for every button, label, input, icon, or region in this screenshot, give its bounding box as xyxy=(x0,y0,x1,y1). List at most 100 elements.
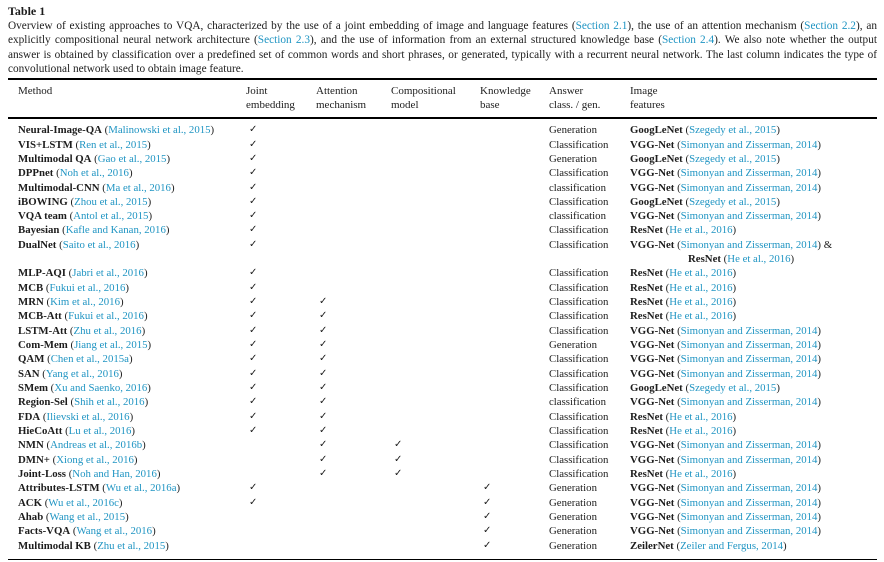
check-icon: ✓ xyxy=(249,367,258,379)
citation-link[interactable]: Ilievski et al., 2016 xyxy=(46,410,130,423)
feature-line: VGG-Net (Simonyan and Zisserman, 2014) xyxy=(630,439,822,452)
citation-link[interactable]: Simonyan and Zisserman, 2014 xyxy=(680,439,818,452)
citation-link[interactable]: Zhu et al., 2015 xyxy=(97,539,166,552)
citation-link[interactable]: He et al., 2016 xyxy=(669,425,733,438)
citation-link[interactable]: Szegedy et al., 2015 xyxy=(689,382,777,395)
method-name: Com-Mem xyxy=(18,339,68,352)
citation-link[interactable]: Gao et al., 2015 xyxy=(97,152,167,165)
table-body: Neural-Image-QA (Malinowski et al., 2015… xyxy=(8,119,877,561)
citation-link[interactable]: Wang et al., 2015 xyxy=(49,511,126,524)
citation-link[interactable]: Ma et al., 2016 xyxy=(105,181,171,194)
citation-link[interactable]: Andreas et al., 2016b xyxy=(50,439,143,452)
image-features-cell: GoogLeNet (Szegedy et al., 2015) xyxy=(630,123,877,137)
method-name: MCB xyxy=(18,281,44,294)
col-header-attention: Attention mechanism xyxy=(316,85,367,111)
method-name: Attributes-LSTM xyxy=(18,482,100,495)
citation-link[interactable]: Simonyan and Zisserman, 2014 xyxy=(680,238,818,251)
citation-link[interactable]: Kim et al., 2016 xyxy=(50,296,120,309)
section-link[interactable]: Section 2.4 xyxy=(661,34,715,47)
citation-link[interactable]: Shih et al., 2016 xyxy=(74,396,145,409)
table-row: FDA (Ilievski et al., 2016) ✓ ✓ Classificat… xyxy=(8,410,877,424)
citation-link[interactable]: Simonyan and Zisserman, 2014 xyxy=(680,496,818,509)
citation-link[interactable]: Noh and Han, 2016 xyxy=(72,468,157,481)
method-cell: NMN (Andreas et al., 2016b) xyxy=(18,439,146,452)
citation-link[interactable]: Chen et al., 2015a xyxy=(50,353,129,366)
citation-link[interactable]: He et al., 2016 xyxy=(669,310,733,323)
check-icon: ✓ xyxy=(249,167,258,179)
citation-link[interactable]: He et al., 2016 xyxy=(669,468,733,481)
section-link[interactable]: Section 2.2 xyxy=(804,20,856,32)
check-cell-empty xyxy=(480,467,549,481)
citation-link[interactable]: Jabri et al., 2016 xyxy=(72,267,144,280)
image-features-cell: GoogLeNet (Szegedy et al., 2015) xyxy=(630,152,877,166)
check-icon: ✓ xyxy=(249,496,258,508)
check-icon: ✓ xyxy=(483,511,492,523)
citation-link[interactable]: Lu et al., 2016 xyxy=(68,425,132,438)
citation-link[interactable]: He et al., 2016 xyxy=(669,281,733,294)
check-cell-empty xyxy=(480,281,549,295)
citation-link[interactable]: Simonyan and Zisserman, 2014 xyxy=(680,396,818,409)
check-cell-empty xyxy=(480,367,549,381)
citation-link[interactable]: Szegedy et al., 2015 xyxy=(689,195,777,208)
citation-link[interactable]: Saito et al., 2016 xyxy=(62,238,136,251)
citation-link[interactable]: Fukui et al., 2016 xyxy=(49,281,126,294)
citation-link[interactable]: Fukui et al., 2016 xyxy=(68,310,144,323)
check-cell-empty xyxy=(391,424,480,438)
citation-link[interactable]: He et al., 2016 xyxy=(669,267,733,280)
citation-link[interactable]: Jiang et al., 2015 xyxy=(74,339,148,352)
citation-link[interactable]: He et al., 2016 xyxy=(669,224,733,237)
citation-link[interactable]: He et al., 2016 xyxy=(727,253,791,266)
feature-net-name: ZeilerNet xyxy=(630,539,674,552)
answer-cell: classification xyxy=(549,181,606,194)
citation-link[interactable]: Simonyan and Zisserman, 2014 xyxy=(680,353,818,366)
citation-link[interactable]: Simonyan and Zisserman, 2014 xyxy=(680,167,818,180)
check-cell-empty xyxy=(391,266,480,280)
feature-line: VGG-Net (Simonyan and Zisserman, 2014) xyxy=(630,453,822,466)
citation-link[interactable]: Wang et al., 2016 xyxy=(76,525,153,538)
citation-link[interactable]: Simonyan and Zisserman, 2014 xyxy=(680,339,818,352)
citation-link[interactable]: Yang et al., 2016 xyxy=(45,367,119,380)
check-cell-empty xyxy=(480,238,549,267)
check-cell-empty xyxy=(316,152,391,166)
method-cell: QAM (Chen et al., 2015a) xyxy=(18,353,133,366)
citation-link[interactable]: Simonyan and Zisserman, 2014 xyxy=(680,525,818,538)
citation-link[interactable]: Szegedy et al., 2015 xyxy=(689,124,777,137)
citation-link[interactable]: Xiong et al., 2016 xyxy=(56,453,134,466)
citation-link[interactable]: He et al., 2016 xyxy=(669,296,733,309)
citation-link[interactable]: Wu et al., 2016a xyxy=(105,482,177,495)
citation-link[interactable]: Wu et al., 2016c xyxy=(48,496,119,509)
citation-link[interactable]: Simonyan and Zisserman, 2014 xyxy=(680,210,818,223)
check-icon: ✓ xyxy=(249,296,258,308)
citation-link[interactable]: Simonyan and Zisserman, 2014 xyxy=(680,181,818,194)
citation-link[interactable]: Simonyan and Zisserman, 2014 xyxy=(680,367,818,380)
citation-link[interactable]: Kafle and Kanan, 2016 xyxy=(65,224,166,237)
check-icon: ✓ xyxy=(319,367,328,379)
citation-link[interactable]: Zhu et al., 2016 xyxy=(73,324,142,337)
citation-link[interactable]: Ren et al., 2015 xyxy=(79,138,148,151)
citation-link[interactable]: Zeiler and Fergus, 2014 xyxy=(680,539,784,552)
check-cell-empty xyxy=(316,195,391,209)
check-icon: ✓ xyxy=(319,468,328,480)
citation-link[interactable]: Noh et al., 2016 xyxy=(59,167,129,180)
check-cell-empty xyxy=(391,166,480,180)
section-link[interactable]: Section 2.3 xyxy=(257,34,310,47)
citation-link[interactable]: Simonyan and Zisserman, 2014 xyxy=(680,482,818,495)
citation-link[interactable]: Szegedy et al., 2015 xyxy=(689,152,777,165)
table-row: MLP-AQI (Jabri et al., 2016) ✓ Classificat… xyxy=(8,266,877,280)
citation-link[interactable]: Simonyan and Zisserman, 2014 xyxy=(680,324,818,337)
citation-link[interactable]: Simonyan and Zisserman, 2014 xyxy=(680,138,818,151)
method-cell: Facts-VQA (Wang et al., 2016) xyxy=(18,525,156,538)
citation-link[interactable]: He et al., 2016 xyxy=(669,410,733,423)
caption-text: ), the use of an attention mechanism ( xyxy=(627,20,805,32)
citation-link[interactable]: Simonyan and Zisserman, 2014 xyxy=(680,453,818,466)
check-cell-empty xyxy=(391,123,480,137)
citation-link[interactable]: Zhou et al., 2015 xyxy=(74,195,148,208)
image-features-cell: VGG-Net (Simonyan and Zisserman, 2014) xyxy=(630,438,877,452)
image-features-cell: GoogLeNet (Szegedy et al., 2015) xyxy=(630,381,877,395)
check-cell-empty xyxy=(391,138,480,152)
citation-link[interactable]: Simonyan and Zisserman, 2014 xyxy=(680,511,818,524)
citation-link[interactable]: Xu and Saenko, 2016 xyxy=(54,382,148,395)
citation-link[interactable]: Antol et al., 2015 xyxy=(73,210,149,223)
citation-link[interactable]: Malinowski et al., 2015 xyxy=(108,124,211,137)
section-link[interactable]: Section 2.1 xyxy=(575,20,628,32)
